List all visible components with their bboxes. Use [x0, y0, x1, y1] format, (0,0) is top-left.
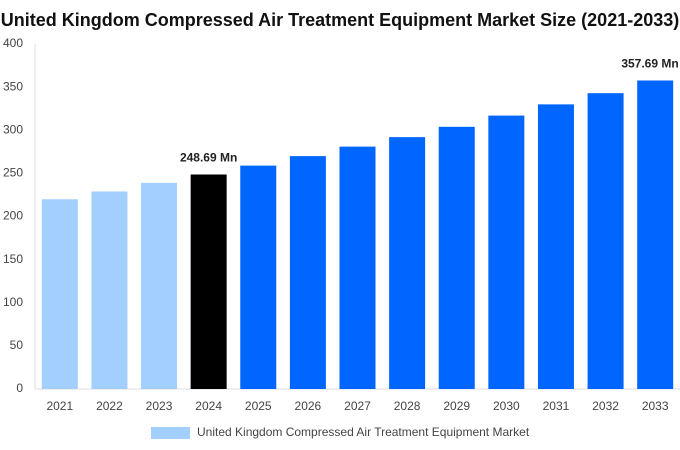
bar [339, 146, 376, 389]
x-tick-label: 2021 [46, 399, 73, 413]
y-tick-label: 350 [3, 79, 23, 93]
y-tick-label: 100 [3, 295, 23, 309]
y-tick-label: 200 [3, 209, 23, 223]
y-tick-label: 50 [10, 338, 24, 352]
y-tick-label: 300 [3, 122, 23, 136]
bar [190, 174, 227, 389]
x-tick-label: 2028 [394, 399, 421, 413]
x-tick-label: 2027 [344, 399, 371, 413]
x-tick-label: 2033 [642, 399, 669, 413]
value-label: 248.69 Mn [180, 151, 237, 165]
y-tick-label: 150 [3, 252, 23, 266]
x-tick-label: 2024 [195, 399, 222, 413]
x-tick-label: 2025 [245, 399, 272, 413]
chart-title: United Kingdom Compressed Air Treatment … [1, 10, 680, 30]
bar [389, 137, 426, 389]
bar [91, 191, 128, 389]
y-tick-label: 0 [16, 381, 23, 395]
bar [587, 93, 624, 389]
x-tick-label: 2022 [96, 399, 123, 413]
bar [141, 182, 178, 389]
x-tick-label: 2026 [295, 399, 322, 413]
bar [41, 199, 78, 389]
x-tick-label: 2032 [592, 399, 619, 413]
value-label: 357.69 Mn [621, 57, 678, 71]
legend-swatch [151, 427, 190, 439]
legend-label: United Kingdom Compressed Air Treatment … [197, 425, 530, 439]
x-tick-label: 2030 [493, 399, 520, 413]
x-tick-label: 2029 [443, 399, 470, 413]
x-tick-label: 2031 [543, 399, 570, 413]
x-tick-label: 2023 [146, 399, 173, 413]
bar [438, 126, 475, 390]
y-tick-label: 400 [3, 36, 23, 50]
bar [537, 104, 574, 389]
y-tick-label: 250 [3, 166, 23, 180]
bar [240, 165, 277, 389]
bar [637, 80, 674, 390]
bar [488, 115, 525, 390]
bar [289, 156, 326, 389]
